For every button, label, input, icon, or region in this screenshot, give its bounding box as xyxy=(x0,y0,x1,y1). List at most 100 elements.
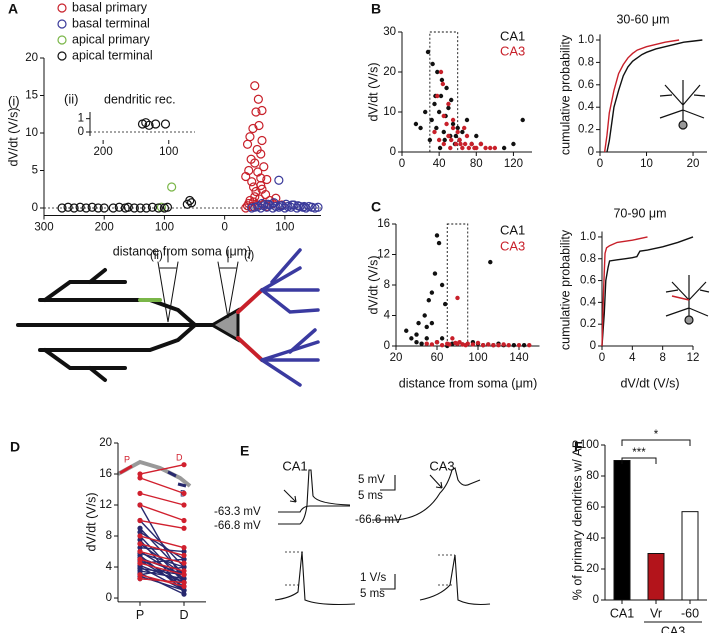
legend-label: CA1 xyxy=(500,28,525,43)
pair-line xyxy=(139,566,185,591)
point xyxy=(435,69,440,75)
y-tick-label: 20 xyxy=(99,437,112,449)
pair-point xyxy=(137,572,143,578)
y-axis-label: cumulative probability xyxy=(558,34,572,155)
pair-point xyxy=(137,475,143,481)
point xyxy=(429,290,435,295)
x-tick-label: -60 xyxy=(681,606,699,620)
legend-label: CA3 xyxy=(500,43,525,58)
panel-letter: E xyxy=(240,443,249,459)
legend-label: basal terminal xyxy=(72,16,150,30)
annotation: (i) xyxy=(8,93,20,108)
point xyxy=(446,133,451,139)
point xyxy=(257,198,267,209)
legend-marker xyxy=(57,3,67,13)
point xyxy=(448,145,453,151)
y-tick-label: 0.8 xyxy=(580,253,596,265)
x-tick-label: 0 xyxy=(221,222,227,234)
point xyxy=(432,101,437,107)
point xyxy=(501,145,507,151)
pair-line xyxy=(139,531,185,560)
annotation: (ii) xyxy=(64,91,78,106)
point xyxy=(441,141,446,147)
pair-line xyxy=(139,558,185,572)
point xyxy=(480,343,486,348)
pair-point xyxy=(181,462,187,468)
y-tick-label: 1.0 xyxy=(578,34,594,46)
point xyxy=(293,201,303,211)
pair-point xyxy=(181,556,187,562)
point xyxy=(424,336,429,341)
point xyxy=(153,203,164,213)
point xyxy=(422,313,427,318)
point xyxy=(254,120,264,131)
x-tick-label: 100 xyxy=(468,352,487,364)
point xyxy=(251,186,261,197)
y-axis-label: % of primary dendrites w/ AP xyxy=(570,440,584,600)
point xyxy=(434,233,440,238)
point xyxy=(424,341,429,346)
legend-label: basal primary xyxy=(72,0,148,14)
pair-point xyxy=(181,564,187,570)
point xyxy=(450,117,456,123)
point xyxy=(185,195,195,206)
x-tick-label: 120 xyxy=(504,158,523,170)
y-tick-label: 0.2 xyxy=(578,124,594,136)
point xyxy=(114,202,124,212)
point xyxy=(453,133,459,139)
cdf-line xyxy=(606,39,703,153)
x-tick-label: 4 xyxy=(629,352,636,364)
point xyxy=(252,144,262,155)
point xyxy=(520,117,525,123)
scale-label: 5 ms xyxy=(358,490,383,502)
point xyxy=(444,85,449,91)
point xyxy=(69,203,79,213)
x-tick-label: 60 xyxy=(431,352,444,364)
point xyxy=(81,203,91,213)
y-axis-label: dV/dt (V/s) xyxy=(366,255,380,314)
point xyxy=(469,141,474,147)
diagram-label: (i) xyxy=(244,250,254,262)
point xyxy=(450,121,456,127)
significance-bracket xyxy=(621,457,657,464)
y-tick-label: 5 xyxy=(32,165,38,177)
point xyxy=(259,162,269,172)
point xyxy=(474,133,479,139)
point xyxy=(465,341,470,346)
chart-title: dendritic rec. xyxy=(104,92,176,106)
point xyxy=(427,137,433,143)
point xyxy=(438,93,444,99)
point xyxy=(462,141,468,147)
x-tick-label: 200 xyxy=(95,222,114,234)
point xyxy=(247,177,257,187)
y-axis-label: dV/dt (V/s) xyxy=(366,62,380,121)
point xyxy=(492,145,498,151)
x-tick-label: 0 xyxy=(399,158,405,170)
point xyxy=(275,201,285,211)
pair-point xyxy=(181,560,187,566)
window xyxy=(446,223,469,347)
potential-label: -63.3 mV xyxy=(214,506,261,518)
pair-point xyxy=(181,502,187,508)
pair-point xyxy=(137,517,143,524)
point xyxy=(527,343,532,348)
x-tick-label: D xyxy=(179,608,188,622)
y-tick-label: 0 xyxy=(32,202,38,214)
y-tick-label: 20 xyxy=(25,52,38,64)
y-tick-label: 10 xyxy=(25,127,38,139)
pair-point xyxy=(137,525,143,531)
point xyxy=(462,125,467,131)
pair-point xyxy=(181,517,187,524)
point xyxy=(516,343,522,348)
pair-line xyxy=(139,492,185,506)
point xyxy=(409,336,414,341)
point xyxy=(434,339,440,345)
point xyxy=(449,137,454,143)
point xyxy=(135,203,145,213)
pair-point xyxy=(181,568,187,574)
point xyxy=(144,120,154,130)
panel-letter: F xyxy=(574,439,583,455)
point xyxy=(418,125,423,131)
neuron-diagram xyxy=(16,248,320,387)
y-tick-label: 4 xyxy=(106,561,113,573)
